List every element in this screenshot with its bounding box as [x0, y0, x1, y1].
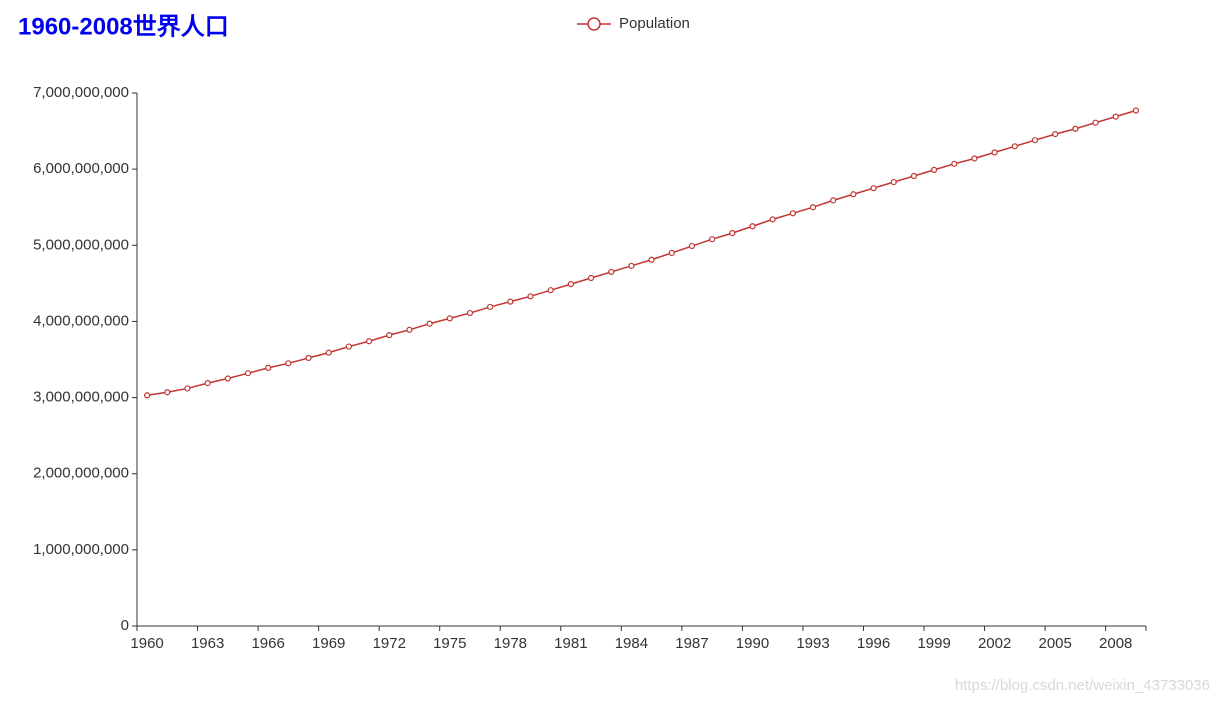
point [265, 364, 272, 371]
point [466, 309, 474, 317]
x-tick-label: 1969 [312, 635, 345, 652]
x-tick-label: 1987 [675, 635, 708, 652]
point [587, 274, 595, 282]
legend-label: Population [619, 15, 690, 32]
point [345, 343, 352, 350]
legend-swatch [587, 17, 601, 31]
x-tick-label: 1963 [191, 635, 224, 652]
chart-title: 1960-2008世界人口 [18, 13, 229, 40]
point [628, 262, 635, 269]
point [971, 155, 978, 162]
point [749, 223, 756, 230]
point [507, 298, 514, 305]
point [406, 326, 413, 333]
x-tick-label: 1990 [736, 635, 769, 652]
x-tick-label: 1972 [373, 635, 406, 652]
point [830, 197, 837, 204]
y-tick-label: 0 [121, 617, 129, 634]
y-tick-label: 4,000,000,000 [33, 312, 129, 329]
x-tick-label: 1960 [130, 635, 163, 652]
point [729, 230, 736, 237]
point [931, 166, 938, 174]
point [1052, 131, 1059, 138]
point [386, 332, 393, 339]
point [1132, 107, 1140, 114]
point [951, 160, 958, 167]
line [146, 109, 1137, 397]
point [426, 320, 433, 327]
point [1112, 113, 1119, 120]
point [164, 389, 171, 396]
point [668, 249, 675, 256]
watermark: https://blog.csdn.net/weixin_43733036 [955, 677, 1210, 694]
point [870, 185, 877, 192]
x-tick-label: 2002 [978, 635, 1011, 652]
point [890, 178, 897, 186]
point [325, 349, 332, 356]
point [1031, 137, 1039, 144]
point [709, 236, 716, 243]
x-tick-label: 1981 [554, 635, 587, 652]
point [769, 216, 776, 223]
y-tick-label: 7,000,000,000 [33, 84, 129, 101]
x-tick-label: 1978 [494, 635, 527, 652]
point [1011, 143, 1018, 150]
point [487, 303, 494, 311]
point [910, 172, 918, 180]
point [204, 380, 211, 387]
point [1072, 125, 1079, 132]
x-tick-label: 2005 [1039, 635, 1072, 652]
point [285, 360, 292, 367]
x-tick-label: 1966 [251, 635, 284, 652]
x-tick-label: 1999 [917, 635, 950, 652]
x-tick-label: 1996 [857, 635, 890, 652]
point [527, 293, 534, 300]
point [305, 354, 312, 362]
point [991, 149, 998, 156]
point [143, 392, 151, 399]
y-tick-label: 5,000,000,000 [33, 236, 129, 253]
y-tick-label: 6,000,000,000 [33, 160, 129, 177]
point [1092, 119, 1099, 126]
point [688, 242, 696, 250]
y-tick-label: 2,000,000,000 [33, 465, 129, 482]
point [850, 191, 857, 198]
x-tick-label: 1975 [433, 635, 466, 652]
point [567, 281, 574, 288]
point [184, 385, 191, 392]
point [547, 287, 554, 294]
point [446, 315, 453, 322]
point [789, 210, 796, 217]
point [608, 268, 615, 276]
x-tick-label: 2008 [1099, 635, 1132, 652]
y-tick-label: 1,000,000,000 [33, 541, 129, 558]
point [224, 375, 231, 382]
x-tick-label: 1993 [796, 635, 829, 652]
point [365, 338, 373, 345]
y-tick-label: 3,000,000,000 [33, 389, 129, 406]
point [648, 256, 655, 263]
x-tick-label: 1984 [615, 635, 648, 652]
point [244, 370, 252, 377]
point [809, 204, 817, 211]
